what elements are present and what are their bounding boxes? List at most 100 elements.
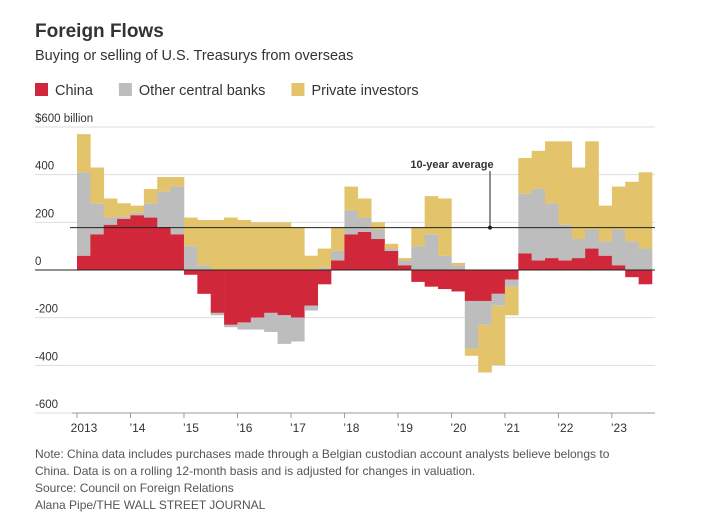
bar-segment bbox=[344, 186, 359, 211]
y-tick-label: -200 bbox=[35, 304, 58, 316]
bar-segment bbox=[103, 224, 118, 270]
x-tick-label: 2013 bbox=[71, 421, 98, 435]
bar-segment bbox=[290, 227, 305, 270]
bar-segment bbox=[143, 203, 158, 218]
bar-segment bbox=[504, 286, 519, 316]
legend-label: Other central banks bbox=[139, 83, 266, 99]
bar-segment bbox=[397, 260, 412, 266]
bar-segment bbox=[638, 248, 653, 270]
x-tick-label: ’20 bbox=[450, 421, 466, 435]
bar-segment bbox=[638, 172, 653, 249]
bar-segment bbox=[157, 227, 171, 270]
y-tick-label: -400 bbox=[35, 351, 58, 363]
bar-segment bbox=[250, 222, 265, 270]
bar-segment bbox=[625, 181, 639, 242]
bar-segment bbox=[304, 305, 318, 311]
legend-swatch bbox=[35, 83, 48, 96]
bar-segment bbox=[183, 246, 198, 270]
bar-segment bbox=[478, 324, 492, 373]
x-tick-label: ’22 bbox=[557, 421, 573, 435]
bar-segment bbox=[77, 255, 91, 270]
bar-segment bbox=[438, 270, 452, 290]
bar-segment bbox=[531, 188, 546, 261]
bar-segment bbox=[224, 270, 238, 325]
bar-segment bbox=[504, 270, 519, 280]
bar-segment bbox=[90, 167, 105, 204]
bar-segment bbox=[424, 196, 439, 235]
bar-segment bbox=[545, 203, 559, 259]
x-tick-label: ’23 bbox=[611, 421, 627, 435]
bar-segment bbox=[598, 255, 613, 270]
bar-segment bbox=[304, 270, 318, 306]
bar-segment bbox=[357, 198, 372, 218]
bar-segment bbox=[183, 270, 198, 275]
chart-title: Foreign Flows bbox=[35, 21, 164, 42]
bar-segment bbox=[331, 250, 345, 261]
chart-subtitle: Buying or selling of U.S. Treasurys from… bbox=[35, 48, 353, 64]
bar-segment bbox=[384, 250, 399, 270]
bar-segment bbox=[170, 234, 185, 270]
footer: Note: China data includes purchases made… bbox=[35, 446, 645, 514]
y-tick-label: 400 bbox=[35, 161, 54, 173]
legend-label: China bbox=[55, 83, 94, 99]
bar-segment bbox=[157, 177, 171, 192]
bar-segment bbox=[478, 300, 492, 325]
bar-segment bbox=[197, 270, 212, 294]
bar-segment bbox=[638, 270, 653, 285]
bar-segment bbox=[598, 205, 613, 242]
x-tick-label: ’19 bbox=[397, 421, 413, 435]
bar-segment bbox=[170, 177, 185, 187]
bar-segment bbox=[103, 217, 118, 225]
bar-segment bbox=[183, 217, 198, 247]
average-label: 10-year average bbox=[410, 159, 493, 171]
bar-segment bbox=[277, 270, 292, 316]
bar-segment bbox=[371, 222, 385, 230]
bar-segment bbox=[384, 243, 399, 249]
x-tick-label: ’17 bbox=[290, 421, 306, 435]
bar-segment bbox=[317, 270, 332, 285]
bar-segment bbox=[237, 270, 252, 323]
bar-segment bbox=[531, 260, 546, 270]
bar-segment bbox=[558, 141, 573, 225]
bar-segment bbox=[250, 317, 265, 330]
bar-segment bbox=[451, 262, 466, 266]
note: Note: China data includes purchases made… bbox=[35, 447, 610, 478]
bar-segment bbox=[424, 270, 439, 287]
bar-segment bbox=[143, 217, 158, 270]
x-tick-label: ’21 bbox=[504, 421, 520, 435]
bar-segment bbox=[317, 248, 332, 268]
bar-segment bbox=[571, 167, 586, 240]
bar-segment bbox=[518, 193, 532, 254]
bar-segment bbox=[518, 253, 532, 270]
bar-segment bbox=[611, 186, 626, 230]
bar-segment bbox=[491, 305, 506, 366]
bar-segment bbox=[331, 227, 345, 251]
bar-segment bbox=[304, 255, 318, 270]
bar-segment bbox=[344, 210, 359, 235]
bar-segment bbox=[371, 239, 385, 270]
bar-segment bbox=[464, 300, 479, 349]
bar-segment bbox=[90, 203, 105, 235]
bar-segment bbox=[371, 229, 385, 240]
bar-segment bbox=[210, 270, 225, 313]
bar-segment bbox=[598, 241, 613, 256]
bar-segment bbox=[451, 270, 466, 292]
credit: Alana Pipe/THE WALL STREET JOURNAL bbox=[35, 498, 266, 512]
x-tick-label: ’16 bbox=[236, 421, 252, 435]
bar-segment bbox=[143, 188, 158, 204]
bar-segment bbox=[585, 229, 599, 249]
bar-segment bbox=[224, 217, 238, 270]
bar-segment bbox=[545, 258, 559, 270]
bar-segment bbox=[357, 231, 372, 270]
x-tick-label: ’14 bbox=[129, 421, 145, 435]
bar-segment bbox=[558, 224, 573, 261]
x-tick-label: ’18 bbox=[343, 421, 359, 435]
bar-segment bbox=[344, 234, 359, 270]
bar-segment bbox=[197, 219, 212, 266]
bar-segment bbox=[117, 218, 131, 270]
bar-segment bbox=[130, 212, 145, 216]
bar-segment bbox=[224, 324, 238, 328]
bar-segment bbox=[277, 222, 292, 270]
legend-swatch bbox=[118, 83, 132, 96]
bar-segment bbox=[117, 203, 131, 217]
